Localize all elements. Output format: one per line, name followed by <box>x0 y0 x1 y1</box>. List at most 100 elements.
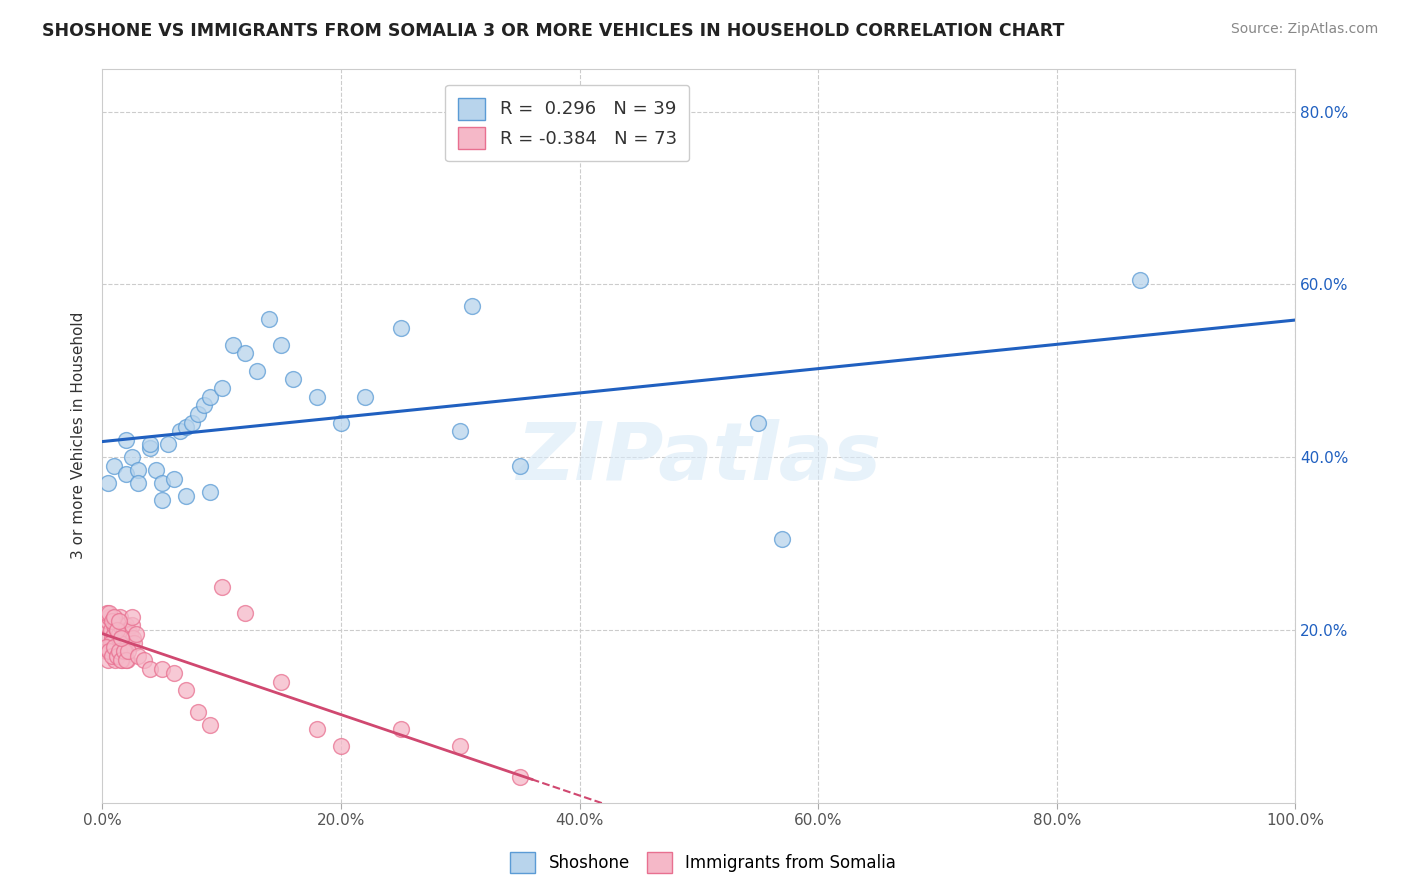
Point <box>111 653 134 667</box>
Point <box>97 614 120 628</box>
Point <box>103 610 125 624</box>
Point <box>509 770 531 784</box>
Point <box>93 627 115 641</box>
Point <box>101 636 124 650</box>
Point <box>259 312 281 326</box>
Point <box>163 472 186 486</box>
Point <box>121 618 143 632</box>
Point <box>115 467 138 482</box>
Point <box>163 665 186 680</box>
Point <box>127 463 149 477</box>
Point <box>110 632 132 646</box>
Point <box>98 610 121 624</box>
Point <box>747 416 769 430</box>
Legend: Shoshone, Immigrants from Somalia: Shoshone, Immigrants from Somalia <box>503 846 903 880</box>
Point <box>353 390 375 404</box>
Point <box>127 648 149 663</box>
Point <box>127 475 149 490</box>
Point <box>139 442 162 456</box>
Point <box>281 372 304 386</box>
Point <box>115 618 138 632</box>
Point <box>150 662 173 676</box>
Point <box>115 653 138 667</box>
Point <box>1129 273 1152 287</box>
Text: Source: ZipAtlas.com: Source: ZipAtlas.com <box>1230 22 1378 37</box>
Point <box>122 632 145 646</box>
Point <box>305 722 328 736</box>
Point <box>120 636 142 650</box>
Point <box>115 627 138 641</box>
Point <box>94 644 117 658</box>
Point <box>105 648 128 663</box>
Point <box>132 653 155 667</box>
Point <box>169 424 191 438</box>
Point <box>121 450 143 464</box>
Point <box>105 623 128 637</box>
Point <box>108 610 131 624</box>
Point <box>139 437 162 451</box>
Point <box>124 636 146 650</box>
Point <box>115 433 138 447</box>
Point <box>114 644 136 658</box>
Point <box>111 636 134 650</box>
Point <box>270 338 292 352</box>
Point <box>103 618 125 632</box>
Point <box>389 320 412 334</box>
Point <box>96 618 118 632</box>
Point <box>139 662 162 676</box>
Point <box>97 653 120 667</box>
Point <box>107 636 129 650</box>
Point <box>100 636 122 650</box>
Point <box>100 648 122 663</box>
Point <box>96 606 118 620</box>
Point <box>105 623 128 637</box>
Point <box>198 718 221 732</box>
Point <box>104 614 127 628</box>
Point <box>180 416 202 430</box>
Text: SHOSHONE VS IMMIGRANTS FROM SOMALIA 3 OR MORE VEHICLES IN HOUSEHOLD CORRELATION : SHOSHONE VS IMMIGRANTS FROM SOMALIA 3 OR… <box>42 22 1064 40</box>
Point <box>103 627 125 641</box>
Point <box>100 623 122 637</box>
Point <box>103 458 125 473</box>
Point <box>461 299 484 313</box>
Point <box>770 532 793 546</box>
Point <box>108 614 131 628</box>
Text: ZIPatlas: ZIPatlas <box>516 418 882 497</box>
Point <box>112 623 135 637</box>
Point <box>98 606 121 620</box>
Point <box>150 475 173 490</box>
Point <box>100 632 122 646</box>
Point <box>270 674 292 689</box>
Point <box>121 610 143 624</box>
Point <box>211 381 233 395</box>
Point <box>235 606 257 620</box>
Point <box>114 627 136 641</box>
Point <box>449 739 471 754</box>
Point <box>509 458 531 473</box>
Point <box>235 346 257 360</box>
Point <box>100 614 122 628</box>
Point <box>103 640 125 654</box>
Point <box>174 489 197 503</box>
Point <box>211 580 233 594</box>
Legend: R =  0.296   N = 39, R = -0.384   N = 73: R = 0.296 N = 39, R = -0.384 N = 73 <box>446 85 689 161</box>
Point <box>117 636 139 650</box>
Point <box>174 683 197 698</box>
Point <box>112 644 135 658</box>
Point <box>94 640 117 654</box>
Point <box>98 644 121 658</box>
Point <box>187 407 209 421</box>
Point <box>107 644 129 658</box>
Point <box>108 636 131 650</box>
Y-axis label: 3 or more Vehicles in Household: 3 or more Vehicles in Household <box>72 312 86 559</box>
Point <box>108 644 131 658</box>
Point <box>193 398 215 412</box>
Point <box>97 475 120 490</box>
Point <box>101 644 124 658</box>
Point <box>104 653 127 667</box>
Point <box>174 420 197 434</box>
Point <box>156 437 179 451</box>
Point <box>118 627 141 641</box>
Point <box>145 463 167 477</box>
Point <box>108 618 131 632</box>
